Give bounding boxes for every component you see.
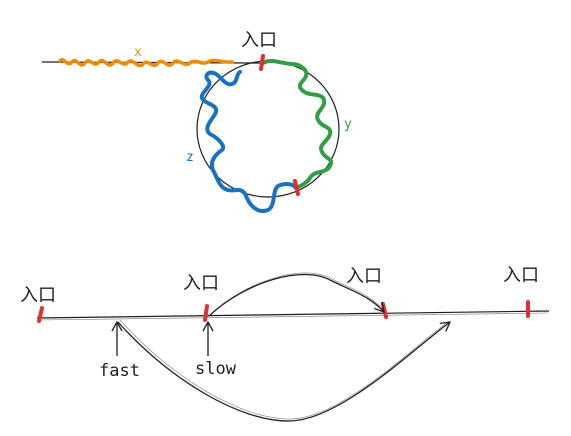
- top-diagram: x y z 入口: [42, 30, 352, 211]
- segment-y-label: y: [344, 117, 352, 132]
- top-entry-label: 入口: [241, 30, 277, 51]
- segment-x-label: x: [134, 45, 142, 60]
- segment-y: [263, 61, 331, 188]
- bottom-entry-label-1: 入口: [20, 285, 56, 306]
- entry-marker-1: [39, 308, 42, 321]
- entry-marker-top: [261, 56, 263, 69]
- bottom-entry-label-2: 入口: [183, 273, 219, 294]
- segment-z-label: z: [186, 150, 194, 165]
- bottom-entry-label-3: 入口: [346, 266, 382, 287]
- entry-marker-2: [205, 306, 207, 320]
- bottom-diagram: 入口 入口 入口 入口 fast slow: [20, 265, 549, 421]
- fast-label: fast: [99, 361, 140, 381]
- bottom-entry-label-4: 入口: [503, 265, 539, 286]
- segment-z: [202, 72, 296, 211]
- bottom-straight-line: [37, 311, 549, 318]
- segment-x: [60, 60, 232, 66]
- slow-label: slow: [195, 359, 237, 379]
- fast-arc: [118, 322, 450, 421]
